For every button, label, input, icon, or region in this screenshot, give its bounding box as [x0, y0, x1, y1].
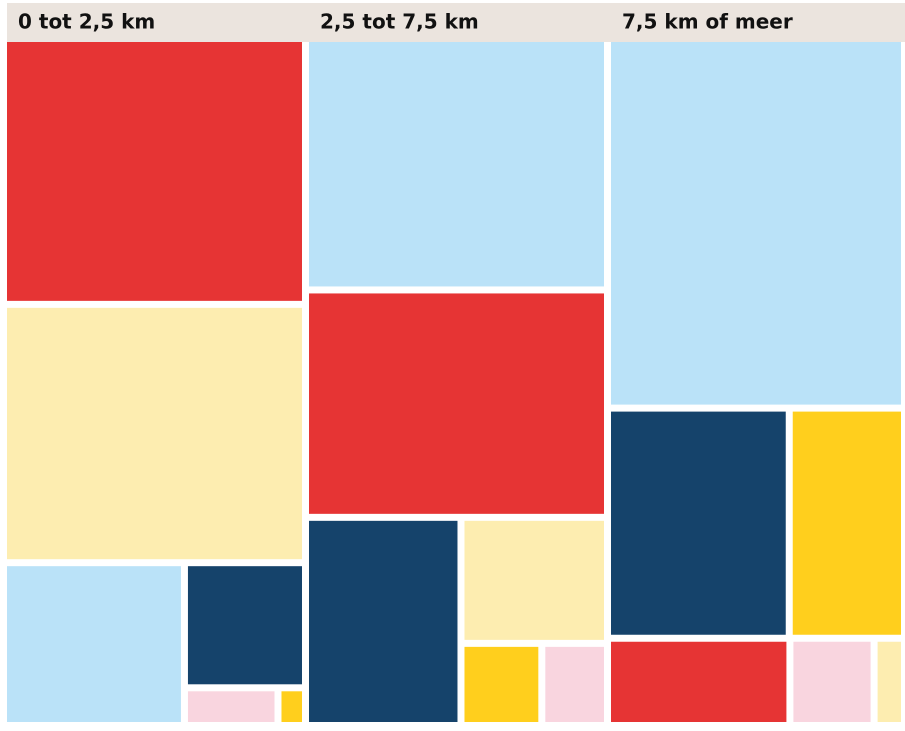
treemap-cell — [309, 520, 458, 722]
treemap-cell — [309, 42, 604, 287]
treemap-cell — [464, 646, 539, 722]
treemap-cell — [281, 691, 302, 722]
panel-title: 0 tot 2,5 km — [18, 10, 155, 34]
treemap-cell — [877, 641, 901, 722]
treemap-cell — [7, 566, 181, 722]
treemap-cell — [545, 646, 604, 722]
panel-title: 7,5 km of meer — [622, 10, 793, 34]
treemap-cell — [792, 411, 901, 635]
panel-title: 2,5 tot 7,5 km — [320, 10, 479, 34]
treemap-cell — [611, 411, 786, 635]
treemap-cell — [7, 307, 302, 560]
treemap-cell — [464, 520, 604, 640]
treemap-cell — [7, 42, 302, 301]
header-band — [7, 3, 905, 42]
treemap-cell — [187, 566, 302, 685]
treemap-cell — [187, 691, 275, 722]
treemap-cell — [309, 293, 604, 514]
treemap-cell — [793, 641, 871, 722]
treemap-cell — [611, 641, 787, 722]
treemap-cell — [611, 42, 901, 405]
